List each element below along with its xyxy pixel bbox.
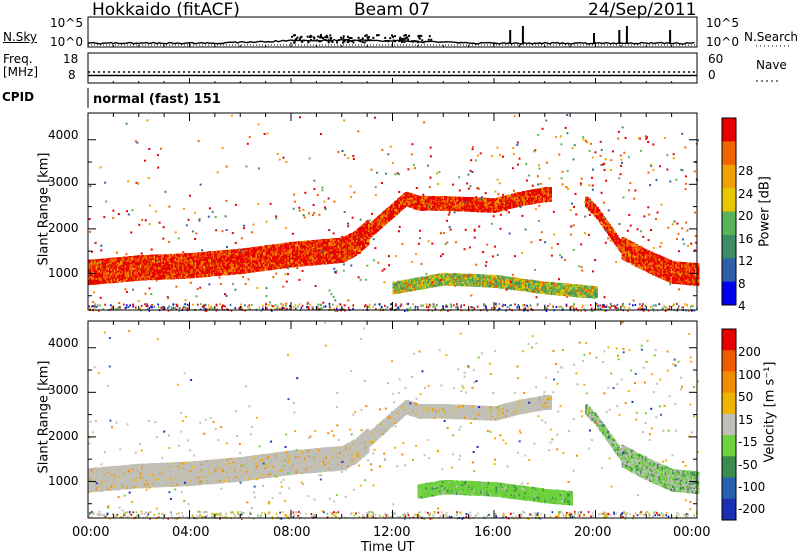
noise-point <box>362 41 364 43</box>
noise-spike <box>509 30 511 44</box>
noise-point <box>324 36 326 38</box>
noise-point <box>405 38 407 40</box>
noise-point <box>428 39 430 41</box>
noise-point <box>293 42 295 44</box>
noise-point <box>294 34 296 36</box>
noise-spike <box>669 30 671 44</box>
noise-point <box>320 34 322 36</box>
noise-point <box>347 41 349 43</box>
noise-point <box>343 35 345 37</box>
noise-point <box>317 36 319 38</box>
noise-point <box>394 40 396 42</box>
noise-spike <box>593 33 595 44</box>
noise-point <box>321 36 323 38</box>
noise-point <box>351 40 353 42</box>
noise-point <box>328 41 330 43</box>
power-panel <box>88 114 699 312</box>
noise-point <box>338 39 340 41</box>
noise-point <box>376 34 378 36</box>
noise-point <box>313 38 315 40</box>
noise-point <box>336 41 338 43</box>
noise-point <box>329 34 331 36</box>
noise-point <box>303 40 305 42</box>
noise-point <box>353 41 355 43</box>
noise-point <box>299 39 301 41</box>
noise-point <box>387 40 389 42</box>
noise-point <box>401 38 403 40</box>
noise-point <box>385 40 387 42</box>
noise-point <box>405 34 407 36</box>
noise-point <box>344 39 346 41</box>
noise-point <box>342 42 344 44</box>
noise-point <box>366 34 368 36</box>
noise-point <box>394 35 396 37</box>
noise-line <box>88 40 695 44</box>
noise-point <box>307 36 309 38</box>
noise-point <box>369 39 371 41</box>
noise-point <box>348 39 350 41</box>
noise-point <box>362 37 364 39</box>
noise-point <box>295 38 297 40</box>
noise-spike <box>626 26 628 44</box>
noise-point <box>372 37 374 39</box>
noise-point <box>398 40 400 42</box>
noise-spike <box>522 26 524 44</box>
noise-point <box>391 34 393 36</box>
noise-point <box>328 39 330 41</box>
noise-point <box>364 42 366 44</box>
noise-point <box>429 35 431 37</box>
noise-spike <box>618 30 620 44</box>
noise-point <box>384 37 386 39</box>
noise-point <box>365 40 367 42</box>
noise-point <box>367 38 369 40</box>
noise-point <box>349 37 351 39</box>
freq-panel <box>88 46 792 81</box>
noise-point <box>368 36 370 38</box>
noise-point <box>423 41 425 43</box>
noise-point <box>330 39 332 41</box>
noise-point <box>308 41 310 43</box>
noise-point <box>301 36 303 38</box>
noise-point <box>340 37 342 39</box>
noise-point <box>417 35 419 37</box>
noise-point <box>291 36 293 38</box>
noise-point <box>310 39 312 41</box>
noise-point <box>421 39 423 41</box>
noise-point <box>407 39 409 41</box>
noise-point <box>430 39 432 41</box>
noise-point <box>342 37 344 39</box>
noise-point <box>330 37 332 39</box>
noise-point <box>320 40 322 42</box>
noise-point <box>401 41 403 43</box>
noise-point <box>417 41 419 43</box>
noise-point <box>389 37 391 39</box>
noise-point <box>325 39 327 41</box>
noise-point <box>415 40 417 42</box>
noise-point <box>404 41 406 43</box>
noise-point <box>408 35 410 37</box>
noise-point <box>358 37 360 39</box>
noise-point <box>309 36 311 38</box>
noise-point <box>316 39 318 41</box>
noise-point <box>332 41 334 43</box>
noise-point <box>358 40 360 42</box>
